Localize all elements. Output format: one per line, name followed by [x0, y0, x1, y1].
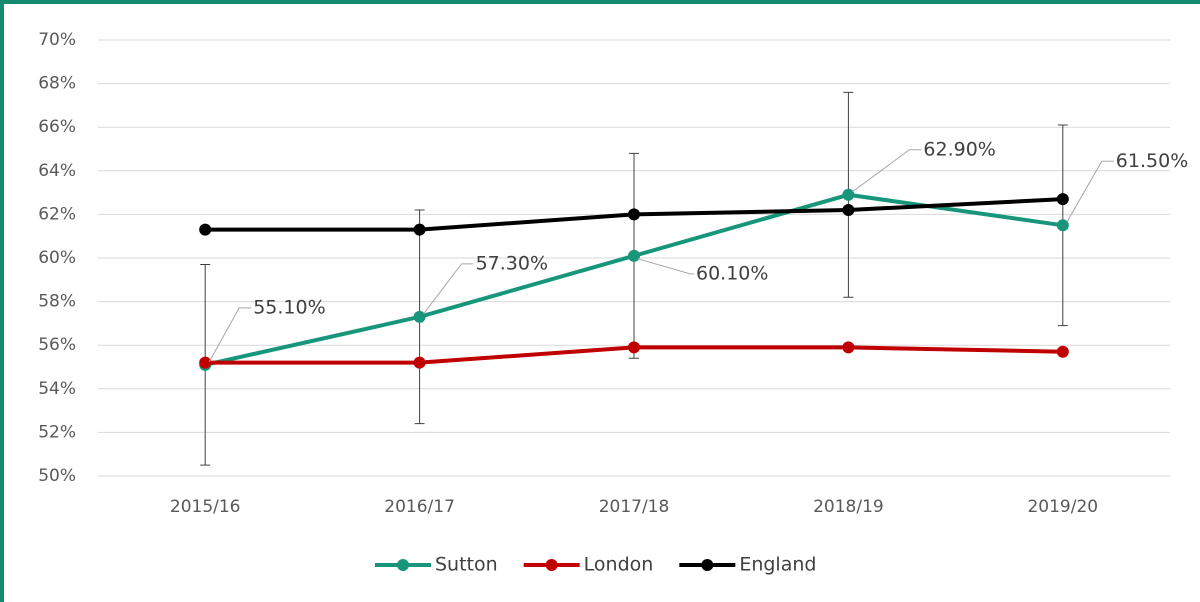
- data-point: [842, 204, 855, 217]
- x-tick-label: 2019/20: [1027, 497, 1098, 517]
- leader-line: [637, 258, 694, 275]
- legend-marker: [545, 559, 558, 571]
- legend-label: England: [739, 554, 816, 576]
- data-point: [1056, 219, 1069, 232]
- y-tick-label: 66%: [38, 117, 76, 137]
- data-label: 60.10%: [696, 262, 768, 284]
- y-tick-label: 50%: [38, 466, 76, 486]
- legend-label: Sutton: [435, 554, 498, 576]
- leader-line: [208, 307, 252, 363]
- data-label: 57.30%: [476, 252, 548, 274]
- x-tick-label: 2017/18: [599, 497, 670, 517]
- data-point: [1056, 345, 1069, 358]
- legend-label: London: [584, 554, 654, 576]
- y-tick-label: 68%: [38, 74, 76, 94]
- data-point: [842, 188, 855, 201]
- y-tick-label: 64%: [38, 161, 76, 181]
- y-tick-label: 60%: [38, 248, 76, 268]
- leader-line: [1066, 160, 1114, 223]
- y-tick-label: 52%: [38, 422, 76, 442]
- data-point: [199, 223, 212, 236]
- leader-line: [423, 263, 474, 315]
- y-tick-label: 62%: [38, 204, 76, 224]
- data-point: [842, 341, 855, 354]
- legend-marker: [701, 559, 714, 571]
- x-tick-label: 2015/16: [170, 497, 241, 517]
- y-tick-label: 56%: [38, 335, 76, 355]
- leader-line: [852, 149, 922, 193]
- y-tick-label: 54%: [38, 379, 76, 399]
- data-point: [1056, 193, 1069, 206]
- data-label: 61.50%: [1116, 150, 1188, 172]
- y-tick-label: 70%: [38, 30, 76, 50]
- data-point: [413, 356, 426, 369]
- data-label: 55.10%: [253, 296, 325, 318]
- data-point: [413, 310, 426, 323]
- data-label: 62.90%: [923, 138, 995, 160]
- legend-marker: [397, 559, 409, 571]
- data-point: [413, 223, 426, 236]
- data-point: [628, 341, 640, 354]
- y-tick-label: 58%: [38, 292, 76, 312]
- data-point: [628, 249, 640, 262]
- data-point: [199, 356, 212, 369]
- x-tick-label: 2016/17: [384, 497, 455, 517]
- x-tick-label: 2018/19: [813, 497, 884, 517]
- data-point: [628, 208, 640, 221]
